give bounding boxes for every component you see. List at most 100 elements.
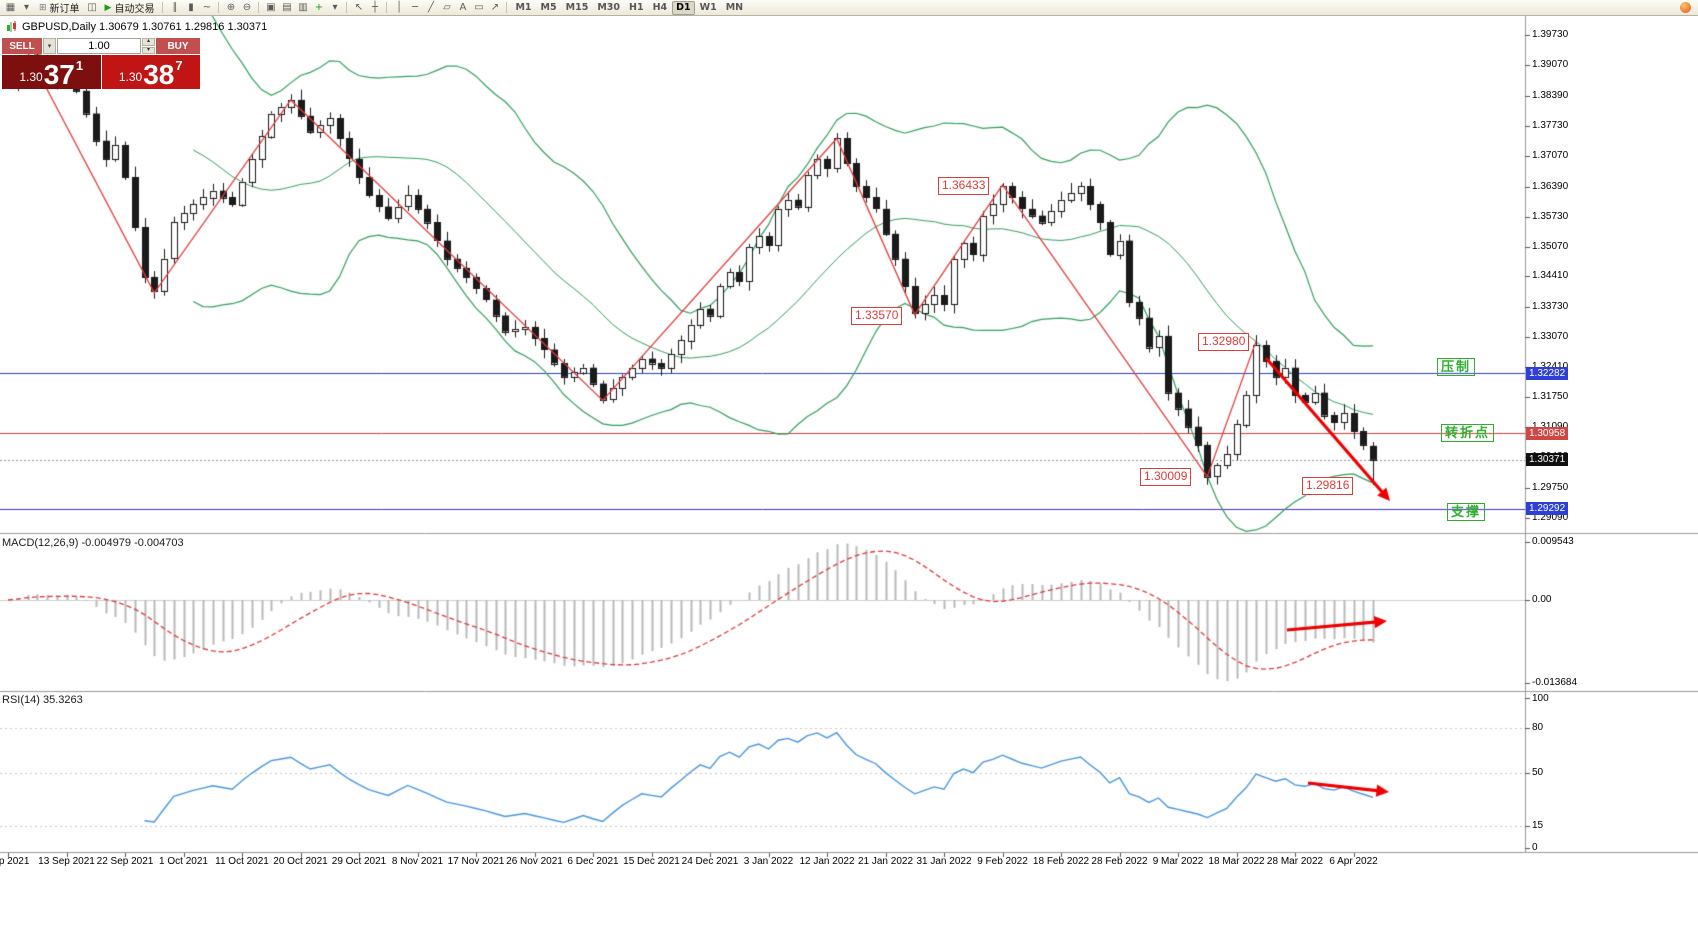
price-axis-label: 1.37730 [1532,119,1569,131]
timeframe-m15[interactable]: M15 [565,1,589,13]
price-axis-label: 1.33730 [1532,301,1569,313]
date-axis-label: 18 Feb 2022 [1032,856,1090,867]
price-callout[interactable]: 1.32980 [1198,333,1250,352]
timeframe-m1[interactable]: M1 [515,1,532,13]
rsi-axis-label: 80 [1532,722,1544,733]
price-axis-label: 1.33070 [1532,331,1569,343]
new-chart-icon[interactable]: ▦ [5,2,16,13]
toolbar-separator [218,2,220,13]
toolbar-separator [506,2,508,13]
date-axis-label: 12 Jan 2022 [799,856,855,867]
auto-trading-button-label: 自动交易 [114,4,155,15]
indicators-icon[interactable]: + [314,2,324,13]
price-axis-label: 1.38390 [1532,89,1569,101]
text-label-icon[interactable]: A [459,2,467,13]
date-axis-label: 15 Dec 2021 [623,856,680,867]
timeframe-d1[interactable]: D1 [672,0,695,15]
rectangle-icon[interactable]: ▭ [474,2,484,13]
auto-trading-button[interactable]: ▶ 自动交易 [101,1,159,16]
grid-icon[interactable]: ▥ [298,2,308,13]
order-type-dropdown-icon[interactable]: ▾ [43,38,56,54]
date-axis-label: 9 Mar 2022 [1152,856,1204,867]
zoom-out-icon[interactable]: ⊖ [242,2,252,13]
line-chart-icon[interactable]: ~ [202,2,212,13]
rsi-axis-label: 15 [1532,819,1544,831]
arrow-stamp-icon[interactable]: ↗ [490,2,500,13]
price-callout[interactable]: 1.36433 [938,176,990,195]
new-order-button[interactable]: ⊞ 新订单 [35,1,84,16]
annotation-turning-point[interactable]: 转折点 [1441,424,1495,442]
channel-icon[interactable]: ▱ [443,2,451,13]
price-axis-label: 1.29750 [1532,481,1569,493]
buy-price-display[interactable]: 1.30 38 7 [101,55,200,90]
date-axis-label: 28 Mar 2022 [1266,856,1324,867]
rsi-axis-label: 100 [1532,693,1549,704]
price-axis-label: 1.39730 [1532,29,1569,40]
cursor-icon[interactable]: ↖ [354,2,364,13]
date-axis-label: 21 Jan 2022 [857,856,914,867]
main-toolbar: ▦ ▾ ⊞ 新订单 ◫ ▶ 自动交易 ∥ ▮ ~ ⊕ ⊖ ▣ ▤ ▥ + ▾ ↖ ┼ │ ─ ╱ ▱ A ▭ ↗ M1 M5 M15 M3… [0,0,1698,16]
timeframe-w1[interactable]: W1 [699,1,717,13]
date-axis-label: 1 Oct 2021 [159,856,208,867]
candlestick-chart-icon[interactable]: ▮ [188,2,194,13]
price-axis-label: 1.37070 [1532,149,1569,161]
timeframe-h4[interactable]: H4 [652,1,668,13]
vertical-line-icon[interactable]: │ [395,2,402,13]
tile-windows-icon[interactable]: ▣ [266,2,276,13]
date-axis-label: 18 Mar 2022 [1208,856,1265,867]
zoom-in-icon[interactable]: ⊕ [226,2,236,13]
price-axis-label: 1.39070 [1532,58,1569,70]
annotation-support[interactable]: 支撑 [1447,503,1486,521]
date-axis-label: 13 Sep 2021 [38,856,95,867]
chart-title-text: GBPUSD,Daily 1.30679 1.30761 1.29816 1.3… [22,21,268,33]
new-order-button-label: 新订单 [49,4,80,15]
auto-trading-button-glyph: ▶ [104,2,112,13]
date-axis-label: 17 Nov 2021 [447,856,505,867]
timeframe-m30[interactable]: M30 [597,1,620,13]
buy-button[interactable]: BUY [156,38,200,54]
date-axis-label: 11 Oct 2021 [215,856,269,867]
indicators-dropdown-icon[interactable]: ▾ [332,2,338,13]
macd-axis-label: -0.013684 [1532,677,1578,689]
timeframe-m5[interactable]: M5 [540,1,557,13]
price-tag: 1.29292 [1526,502,1569,516]
price-tag: 1.30371 [1526,453,1569,467]
bar-chart-icon[interactable]: ∥ [172,2,178,13]
price-callout[interactable]: 1.33570 [851,306,903,325]
annotation-resistance[interactable]: 压制 [1437,358,1476,376]
price-callout[interactable]: 1.29816 [1302,476,1354,495]
horizontal-line-icon[interactable]: ─ [411,2,418,13]
sell-button[interactable]: SELL [2,38,42,54]
trendline-icon[interactable]: ╱ [427,2,434,13]
date-axis-label: 29 Oct 2021 [331,856,387,867]
sell-price-pip: 1 [75,58,84,73]
price-callout[interactable]: 1.30009 [1140,468,1192,487]
cascade-windows-icon[interactable]: ▤ [282,2,292,13]
volume-decrease-button[interactable]: ▾ [142,46,155,54]
macd-axis-label: 0.009543 [1532,535,1574,547]
date-axis-label: 8 Nov 2021 [391,856,444,867]
toolbar-separator [162,2,164,13]
crosshair-icon[interactable]: ┼ [371,2,378,13]
date-axis-label: 6 Apr 2022 [1329,856,1378,867]
price-axis-label: 1.29090 [1532,511,1569,523]
date-axis-label: 26 Nov 2021 [506,856,563,867]
toolbar-separator [346,2,348,13]
community-icon[interactable] [1680,2,1691,13]
sell-price-display[interactable]: 1.30 37 1 [2,55,101,89]
candlestick-icon [7,21,16,32]
date-axis-label: 6 Dec 2021 [567,856,619,867]
timeframe-h1[interactable]: H1 [629,1,644,13]
strategy-tester-icon[interactable]: ◫ [87,2,97,13]
rsi-axis-label: 50 [1532,767,1544,778]
price-axis-label: 1.35730 [1532,210,1569,222]
price-tag: 1.32282 [1526,366,1569,380]
chart-list-dropdown-icon[interactable]: ▾ [23,2,30,13]
volume-increase-button[interactable]: ▴ [142,38,155,46]
one-click-trading-panel: SELL ▾ ▴ ▾ BUY 1.30 37 1 1.30 38 7 [2,38,200,89]
buy-price-big-digits: 38 [143,59,175,90]
volume-input[interactable] [57,38,141,54]
date-axis-label: 31 Jan 2022 [916,856,972,867]
timeframe-mn[interactable]: MN [725,1,744,13]
